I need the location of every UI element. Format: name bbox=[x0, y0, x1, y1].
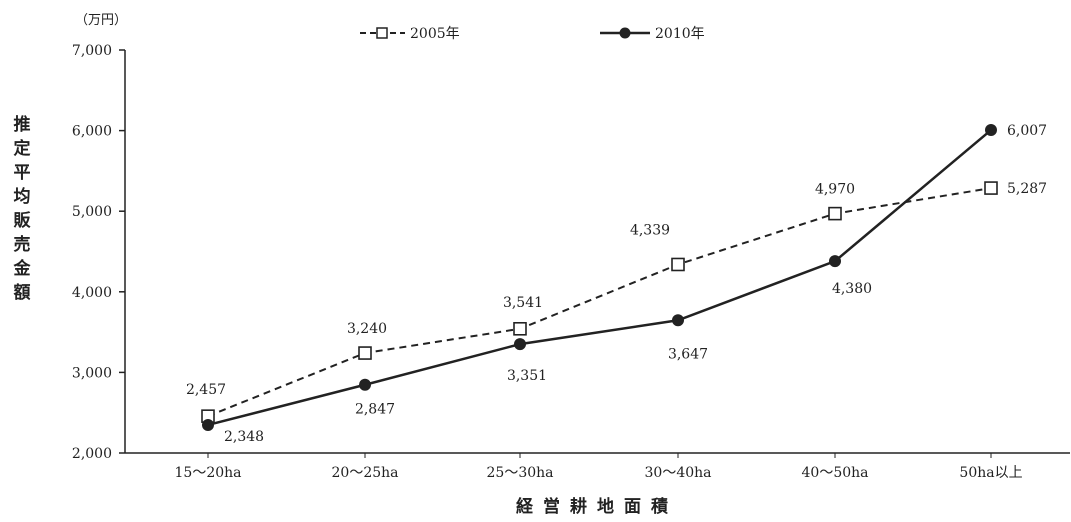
data-label-2005: 3,240 bbox=[347, 321, 387, 337]
y-axis-title-char: 平 bbox=[14, 163, 31, 183]
x-category-label: 20～25ha bbox=[332, 465, 399, 481]
data-point-2005 bbox=[671, 257, 685, 272]
data-label-2005: 3,541 bbox=[503, 295, 543, 311]
y-tick-label: 2,000 bbox=[72, 446, 112, 462]
y-axis-title-char: 推 bbox=[14, 114, 31, 135]
y-tick-label: 4,000 bbox=[72, 285, 112, 301]
data-label-2010: 3,351 bbox=[507, 368, 547, 384]
data-label-2005: 4,970 bbox=[815, 182, 855, 198]
x-axis-title: 経営耕地面積 bbox=[516, 496, 678, 517]
y-tick-label: 6,000 bbox=[72, 124, 112, 140]
series-line-2005年 bbox=[207, 187, 992, 418]
y-ticks: 2,000 3,000 4,000 5,000 6,000 7,000 bbox=[72, 43, 125, 462]
data-point-2005 bbox=[358, 346, 372, 360]
data-label-2005: 4,339 bbox=[630, 222, 670, 238]
y-axis-title-char: 売 bbox=[14, 234, 31, 255]
legend-marker-2010 bbox=[619, 27, 631, 39]
series-line-2010年 bbox=[207, 129, 992, 427]
x-category-label: 40～50ha bbox=[802, 465, 869, 481]
y-axis-title-char: 金 bbox=[13, 258, 32, 279]
data-label-2010: 6,007 bbox=[1007, 123, 1047, 139]
y-tick-label: 5,000 bbox=[72, 204, 112, 220]
legend-label-2005: 2005年 bbox=[410, 26, 460, 42]
y-axis-title-char: 定 bbox=[14, 138, 31, 159]
legend-item-2005: 2005年 bbox=[360, 26, 460, 42]
data-label-2005: 5,287 bbox=[1007, 181, 1047, 197]
x-ticks: 15～20ha 20～25ha 25～30ha 30～40ha 40～50ha 50ha以… bbox=[175, 453, 1023, 481]
axes bbox=[124, 50, 1070, 454]
data-label-layer: 2,457 3,240 3,541 4,339 4,970 5,287 2,348 2,847… bbox=[186, 123, 1047, 445]
legend-marker-2005 bbox=[376, 27, 388, 39]
y-tick-label: 3,000 bbox=[72, 365, 112, 381]
data-label-2010: 4,380 bbox=[832, 281, 872, 297]
y-unit-label: （万円） bbox=[75, 13, 127, 28]
data-point-2005 bbox=[828, 206, 842, 221]
data-label-2010: 3,647 bbox=[668, 346, 708, 362]
data-point-2005 bbox=[513, 321, 527, 336]
data-point-2010 bbox=[514, 338, 526, 351]
data-point-2010 bbox=[359, 378, 371, 391]
data-point-2005 bbox=[984, 181, 998, 195]
data-point-2010 bbox=[672, 314, 684, 327]
x-category-label: 15～20ha bbox=[175, 465, 242, 481]
y-axis-title-char: 額 bbox=[13, 282, 31, 303]
y-tick-label: 7,000 bbox=[72, 43, 112, 59]
data-label-2010: 2,847 bbox=[355, 402, 395, 418]
legend: 2005年 2010年 bbox=[360, 26, 705, 42]
series-layer bbox=[201, 124, 998, 431]
x-category-label: 25～30ha bbox=[487, 465, 554, 481]
y-axis-title-char: 均 bbox=[14, 186, 31, 207]
data-point-2010 bbox=[985, 124, 997, 137]
legend-item-2010: 2010年 bbox=[600, 26, 705, 42]
legend-label-2010: 2010年 bbox=[655, 26, 705, 42]
y-axis-title-char: 販 bbox=[14, 210, 32, 231]
data-point-2010 bbox=[202, 418, 214, 431]
data-label-2005: 2,457 bbox=[186, 382, 226, 398]
data-label-2010: 2,348 bbox=[224, 429, 264, 445]
data-point-2010 bbox=[829, 255, 841, 268]
x-category-label: 30～40ha bbox=[645, 465, 712, 481]
x-category-label: 50ha以上 bbox=[959, 465, 1022, 481]
